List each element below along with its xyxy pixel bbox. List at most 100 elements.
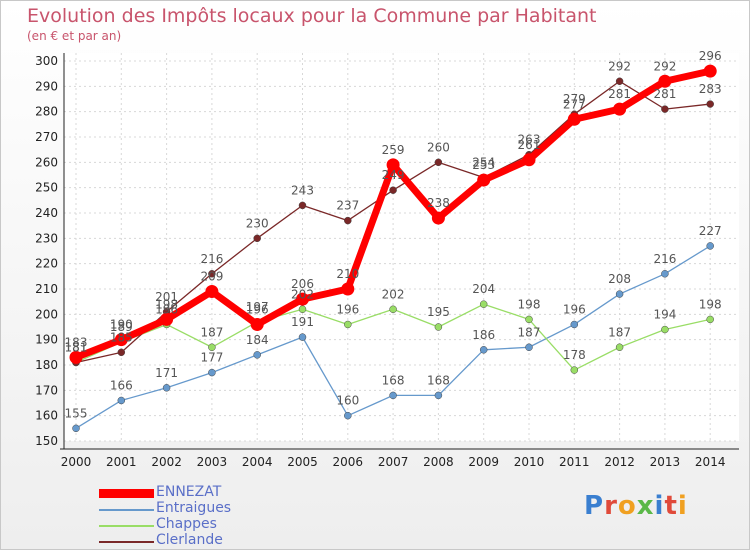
legend-label: Chappes [156,516,217,532]
data-label-chappes: 187 [608,325,631,339]
y-tick-label: 260 [35,155,58,169]
legend-label: ENNEZAT [156,484,222,500]
data-label-ennezat: 281 [608,87,631,101]
data-point-clerlande [117,348,126,357]
data-point-chappes [661,325,669,334]
data-point-ennezat [658,74,672,88]
data-label-clerlande: 216 [200,252,223,266]
data-point-ennezat [341,282,355,296]
data-label-clerlande: 230 [246,216,269,230]
data-point-chappes [344,320,352,329]
x-tick-label: 2005 [287,455,318,469]
data-label-entraigues: 191 [291,315,314,329]
x-tick-label: 2006 [333,455,364,469]
data-point-clerlande [389,186,397,194]
data-label-clerlande: 263 [518,133,541,147]
data-label-ennezat: 210 [336,267,359,281]
data-point-ennezat [114,333,128,347]
data-label-entraigues: 168 [382,373,405,387]
data-point-ennezat [703,64,717,78]
data-label-clerlande: 243 [291,183,314,197]
y-tick-label: 240 [35,206,58,220]
data-label-entraigues: 227 [699,224,722,238]
y-tick-label: 200 [35,307,58,321]
data-label-chappes: 204 [472,282,495,296]
data-label-clerlande: 283 [699,82,722,96]
data-label-chappes: 196 [336,302,359,316]
data-point-ennezat [613,102,627,116]
y-tick-label: 230 [35,231,58,245]
data-point-entraigues [570,320,579,329]
data-label-ennezat: 238 [427,196,450,210]
data-label-chappes: 194 [653,308,676,322]
data-point-ennezat [431,211,445,225]
x-tick-label: 2009 [468,455,499,469]
data-label-ennezat: 183 [65,335,88,349]
data-point-chappes [389,305,397,314]
x-tick-label: 2014 [695,455,726,469]
data-label-entraigues: 196 [563,302,586,316]
data-label-chappes: 197 [246,300,269,314]
data-label-ennezat: 277 [563,97,586,111]
data-point-clerlande [253,234,261,243]
legend-swatch [99,509,154,511]
data-label-entraigues: 216 [653,252,676,266]
x-tick-label: 2010 [514,455,545,469]
data-point-entraigues [706,242,714,250]
chart-title: Evolution des Impôts locaux pour la Comm… [27,5,597,27]
legend-swatch [99,541,154,543]
x-tick-label: 2002 [151,455,182,469]
data-point-clerlande [344,216,352,225]
data-point-entraigues [389,391,397,400]
data-label-entraigues: 187 [518,325,541,339]
data-point-chappes [570,366,579,374]
y-tick-label: 160 [35,409,58,423]
data-label-ennezat: 253 [472,158,495,172]
data-point-clerlande [615,77,624,86]
data-label-clerlande: 181 [65,340,88,354]
data-label-entraigues: 155 [65,406,88,420]
data-point-entraigues [479,346,488,354]
data-label-chappes: 181 [65,340,88,354]
data-label-chappes: 198 [699,297,722,311]
y-tick-label: 280 [35,105,58,119]
y-tick-label: 290 [35,79,58,93]
data-point-ennezat [567,112,581,126]
chart-subtitle: (en € et par an) [27,29,122,43]
data-point-entraigues [72,424,80,433]
data-point-entraigues [253,351,261,359]
data-point-entraigues [661,270,669,278]
data-label-chappes: 198 [518,297,541,311]
data-label-clerlande: 292 [608,59,631,73]
y-tick-label: 180 [35,358,58,372]
data-point-ennezat [160,312,174,326]
data-label-ennezat: 196 [246,302,269,316]
data-point-entraigues [298,333,307,341]
data-label-chappes: 196 [155,302,178,316]
data-label-clerlande: 185 [110,330,133,344]
data-label-ennezat: 206 [291,277,314,291]
legend-swatch [99,525,154,527]
y-tick-label: 170 [35,383,58,397]
data-point-clerlande [661,105,669,113]
y-tick-label: 300 [35,54,58,68]
data-label-clerlande: 254 [472,156,495,170]
data-point-clerlande [706,100,714,108]
data-label-entraigues: 168 [427,373,450,387]
data-label-chappes: 195 [427,305,450,319]
data-label-clerlande: 201 [155,290,178,304]
y-tick-label: 220 [35,257,58,271]
data-point-chappes [434,323,443,331]
x-tick-label: 2000 [61,455,92,469]
data-label-clerlande: 281 [653,87,676,101]
data-label-ennezat: 261 [518,138,541,152]
data-point-entraigues [208,368,216,377]
x-tick-label: 2013 [650,455,681,469]
data-point-chappes [298,305,307,314]
data-label-entraigues: 186 [472,328,495,342]
data-point-chappes [615,343,624,352]
data-point-entraigues [434,391,443,400]
legend-swatch [99,489,154,498]
